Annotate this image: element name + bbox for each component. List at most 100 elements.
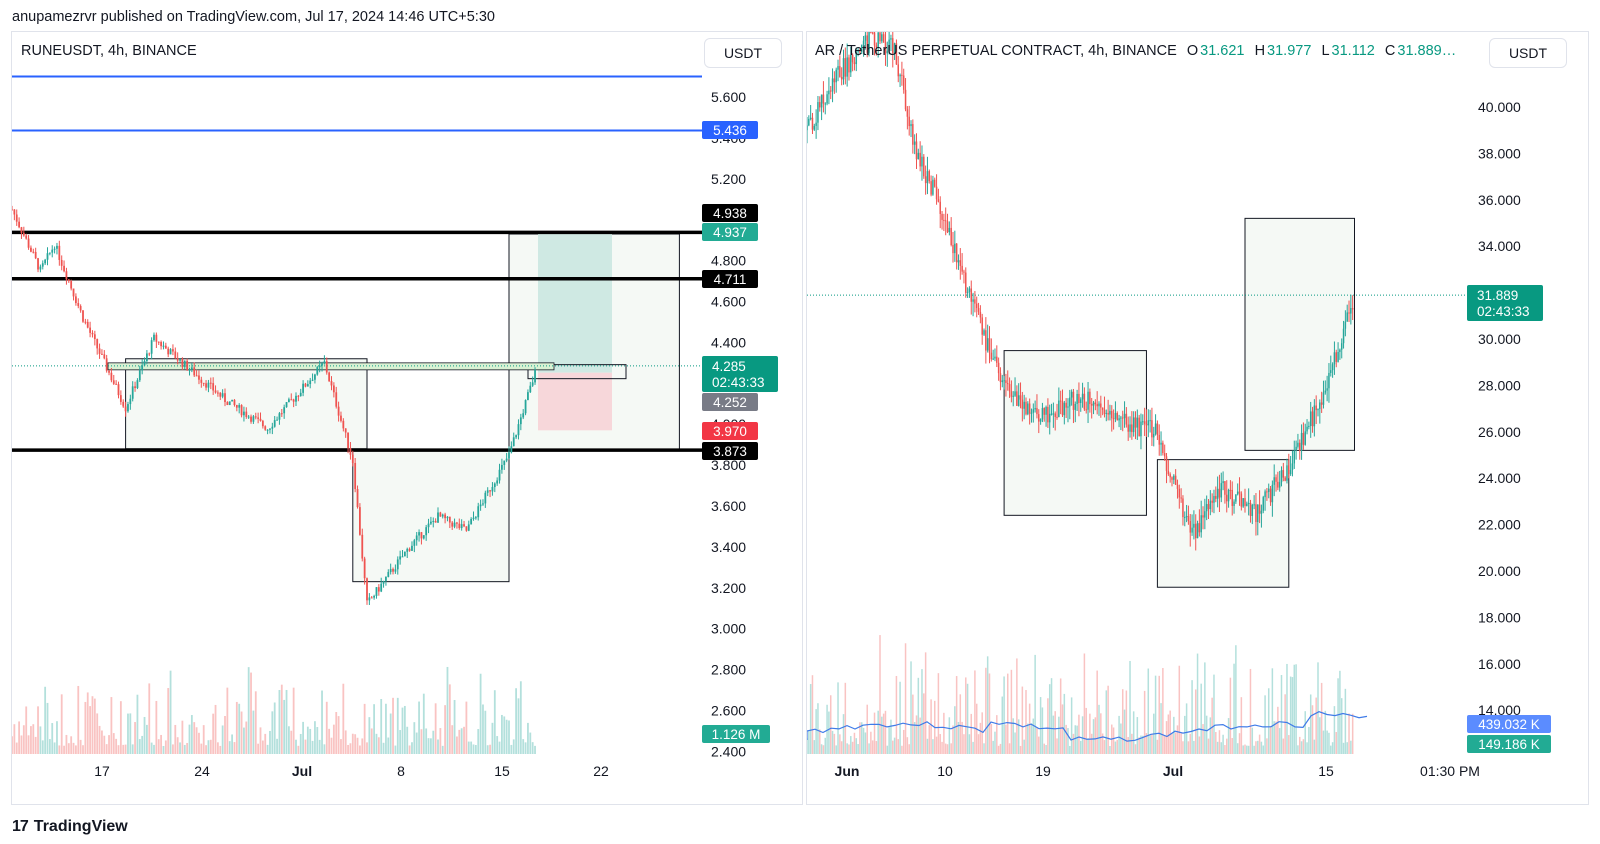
volume-bar xyxy=(351,733,354,754)
volume-bar xyxy=(1315,697,1317,754)
candle-body xyxy=(986,338,989,351)
volume-bar xyxy=(1333,706,1336,754)
candle-body xyxy=(129,398,132,405)
volume-bar xyxy=(990,723,993,754)
price-tick-label: 24.000 xyxy=(1478,470,1521,486)
volume-bar xyxy=(138,739,141,754)
volume-bar xyxy=(25,706,28,754)
volume-bar xyxy=(1007,673,1009,754)
volume-bar xyxy=(1078,714,1080,754)
candle-body xyxy=(58,245,61,260)
candle-body xyxy=(498,469,501,481)
volume-bar xyxy=(910,661,912,754)
candle-body xyxy=(425,527,428,536)
tradingview-footer[interactable]: 17 TradingView xyxy=(12,818,128,836)
last-price-label: 4.285 xyxy=(712,359,746,374)
candle-body xyxy=(910,124,912,127)
volume-label: 1.126 M xyxy=(712,727,761,742)
candle-body xyxy=(1076,393,1078,404)
candle-body xyxy=(434,520,437,523)
volume-bar xyxy=(1059,678,1062,754)
candle-body xyxy=(1061,401,1064,416)
volume-bar xyxy=(1098,704,1100,754)
candle-body xyxy=(96,339,99,349)
candle-body xyxy=(1116,412,1118,421)
volume-bar xyxy=(1280,675,1283,754)
candle-body xyxy=(280,413,283,415)
candle-body xyxy=(1189,521,1191,533)
volume-bar xyxy=(226,687,229,754)
volume-bar xyxy=(243,727,245,754)
volume-bar xyxy=(278,690,281,754)
volume-bar xyxy=(231,734,233,754)
volume-bar xyxy=(401,707,404,754)
volume-bar xyxy=(1054,711,1056,754)
volume-bar xyxy=(399,730,402,754)
volume-bar xyxy=(861,722,863,754)
candle-body xyxy=(359,507,361,535)
candle-body xyxy=(205,383,207,388)
candle-body xyxy=(141,365,144,371)
candle-body xyxy=(373,595,375,598)
candle-body xyxy=(228,401,231,405)
volume-bar xyxy=(1185,703,1188,754)
volume-bar xyxy=(406,726,409,754)
candle-body xyxy=(859,50,861,53)
rune-currency-button[interactable]: USDT xyxy=(704,38,782,68)
volume-bar xyxy=(1021,686,1024,754)
candle-body xyxy=(994,356,996,359)
rune-chart-panel[interactable]: 5.600 5.200 4.800 4.600 4.400 3.800 3.600 3.400… xyxy=(11,31,803,805)
ar-currency-button[interactable]: USDT xyxy=(1489,38,1567,68)
candle-body xyxy=(245,411,248,417)
volume-bar xyxy=(181,720,184,754)
volume-bar xyxy=(1331,742,1334,754)
volume-bar xyxy=(53,742,56,754)
candle-body xyxy=(420,532,423,539)
candle-body xyxy=(963,271,965,273)
ar-chart-panel[interactable]: 40.000 38.000 36.000 34.000 30.000 28.000 26.0… xyxy=(806,31,1589,805)
volume-bar xyxy=(902,729,905,754)
candle-body xyxy=(12,209,13,211)
candle-body xyxy=(394,569,397,572)
volume-bar xyxy=(1001,696,1004,754)
candle-body xyxy=(917,152,920,160)
volume-bar xyxy=(1076,725,1078,754)
candle-body xyxy=(968,288,971,292)
volume-bar xyxy=(48,739,51,754)
volume-bar xyxy=(200,743,203,754)
candle-body xyxy=(86,321,89,328)
volume-bar xyxy=(946,744,949,754)
candle-body xyxy=(1178,488,1181,498)
rune-chart-canvas[interactable]: 5.600 5.200 4.800 4.600 4.400 3.800 3.600 3.400… xyxy=(12,32,802,804)
volume-bar xyxy=(252,710,255,754)
candle-body xyxy=(1267,488,1270,492)
candle-body xyxy=(162,345,165,347)
candle-body xyxy=(493,483,496,488)
range-box xyxy=(1003,350,1147,516)
volume-bar xyxy=(493,690,496,754)
volume-bar xyxy=(65,734,68,754)
volume-bar xyxy=(873,712,876,754)
volume-bar xyxy=(1025,690,1027,754)
volume-bar xyxy=(917,677,920,754)
volume-bar xyxy=(22,725,25,754)
ar-chart-canvas[interactable]: 40.000 38.000 36.000 34.000 30.000 28.000 26.0… xyxy=(807,32,1588,804)
candle-body xyxy=(906,109,909,117)
candle-body xyxy=(1315,405,1317,411)
candle-body xyxy=(30,247,32,252)
candle-body xyxy=(195,375,198,377)
candle-body xyxy=(844,58,847,77)
volume-bar xyxy=(1092,719,1095,754)
volume-bar xyxy=(1114,741,1117,754)
candle-body xyxy=(893,43,896,54)
volume-bar xyxy=(290,730,293,754)
candle-body xyxy=(314,374,316,380)
candle-body xyxy=(342,420,345,429)
volume-bar xyxy=(157,739,160,754)
candle-body xyxy=(1227,489,1230,502)
volume-bar xyxy=(524,742,527,754)
volume-bar xyxy=(1264,695,1266,754)
volume-bar xyxy=(456,736,458,754)
label-3970-bg xyxy=(702,422,758,440)
candle-body xyxy=(1056,416,1058,418)
